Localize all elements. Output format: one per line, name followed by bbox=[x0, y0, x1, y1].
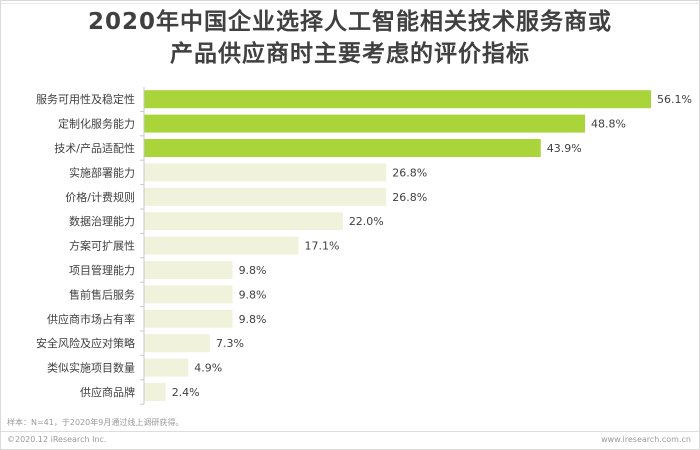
bar bbox=[144, 212, 343, 231]
value-label: 7.3% bbox=[216, 337, 244, 350]
category-label: 数据治理能力 bbox=[69, 214, 135, 228]
category-label: 服务可用性及稳定性 bbox=[36, 92, 135, 106]
sample-footnote: 样本：N=41，于2020年9月通过线上调研获得。 bbox=[7, 418, 184, 427]
category-label: 安全风险及应对策略 bbox=[36, 336, 135, 350]
category-label: 类似实施项目数量 bbox=[47, 361, 135, 375]
footer-divider bbox=[1, 431, 700, 432]
bar bbox=[144, 285, 233, 304]
category-label: 方案可扩展性 bbox=[69, 239, 135, 253]
category-label: 定制化服务能力 bbox=[58, 117, 135, 131]
category-label: 实施部署能力 bbox=[69, 165, 135, 179]
value-label: 17.1% bbox=[305, 240, 340, 253]
bar bbox=[144, 236, 299, 255]
bar bbox=[144, 261, 233, 279]
chart-title-line-2: 产品供应商时主要考虑的评价指标 bbox=[170, 41, 530, 67]
bar bbox=[144, 358, 189, 377]
bar bbox=[144, 114, 586, 133]
value-label: 48.8% bbox=[591, 118, 626, 131]
category-label: 技术/产品适配性 bbox=[54, 141, 135, 155]
value-label: 9.8% bbox=[239, 313, 267, 326]
value-label: 26.8% bbox=[392, 166, 427, 179]
category-label: 供应商市场占有率 bbox=[47, 312, 135, 326]
top-rule bbox=[1, 3, 700, 4]
value-label: 22.0% bbox=[349, 215, 384, 228]
value-label: 9.8% bbox=[239, 264, 267, 277]
category-label: 项目管理能力 bbox=[69, 263, 135, 277]
bar bbox=[144, 309, 233, 328]
category-label: 价格/计费规则 bbox=[65, 190, 135, 204]
bar-chart: 服务可用性及稳定性 56.1% 定制化服务能力 48.8% 技术/产品适配性 43.9% 实… bbox=[36, 87, 692, 405]
value-label: 43.9% bbox=[547, 142, 582, 155]
bar bbox=[144, 383, 166, 401]
bar bbox=[144, 163, 387, 182]
copyright-text: ©2020.12 iResearch Inc. bbox=[7, 435, 107, 444]
value-label: 2.4% bbox=[172, 386, 200, 399]
chart-title-line-1: 2020年中国企业选择人工智能相关技术服务商或 bbox=[87, 9, 612, 35]
website-text: www.iresearch.com.cn bbox=[601, 435, 691, 444]
bar bbox=[144, 139, 541, 157]
category-label: 售前售后服务 bbox=[69, 287, 135, 301]
bar bbox=[144, 334, 210, 353]
value-label: 56.1% bbox=[657, 93, 692, 106]
value-label: 4.9% bbox=[194, 362, 222, 375]
bar bbox=[144, 90, 651, 109]
value-label: 26.8% bbox=[392, 191, 427, 204]
category-label: 供应商品牌 bbox=[80, 385, 135, 399]
bar bbox=[144, 187, 387, 206]
value-label: 9.8% bbox=[239, 288, 267, 301]
